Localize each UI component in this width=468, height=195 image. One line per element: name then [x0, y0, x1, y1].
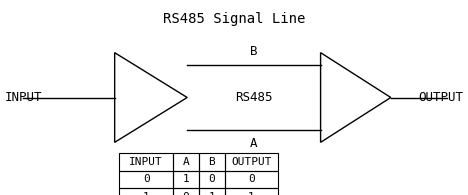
Text: A: A [250, 137, 258, 151]
Text: A: A [183, 157, 190, 167]
Text: 0: 0 [183, 192, 190, 195]
Text: 0: 0 [248, 174, 255, 184]
Text: INPUT: INPUT [5, 91, 42, 104]
Bar [225, 171, 278, 188]
Text: 1: 1 [248, 192, 255, 195]
Text: 1: 1 [143, 192, 150, 195]
Text: 1: 1 [208, 192, 215, 195]
Bar [119, 188, 173, 195]
Bar [199, 153, 225, 171]
Bar [225, 188, 278, 195]
Bar [173, 153, 199, 171]
Text: B: B [250, 44, 258, 58]
Bar [199, 171, 225, 188]
Bar [119, 153, 173, 171]
Text: RS485: RS485 [235, 91, 273, 104]
Bar [225, 153, 278, 171]
Text: 0: 0 [143, 174, 150, 184]
Bar [173, 188, 199, 195]
Text: 1: 1 [183, 174, 190, 184]
Bar [173, 171, 199, 188]
Text: 0: 0 [208, 174, 215, 184]
Text: RS485 Signal Line: RS485 Signal Line [163, 12, 305, 26]
Bar [199, 188, 225, 195]
Text: OUTPUT: OUTPUT [418, 91, 463, 104]
Text: INPUT: INPUT [129, 157, 163, 167]
Text: B: B [208, 157, 215, 167]
Bar [119, 171, 173, 188]
Text: OUTPUT: OUTPUT [231, 157, 272, 167]
